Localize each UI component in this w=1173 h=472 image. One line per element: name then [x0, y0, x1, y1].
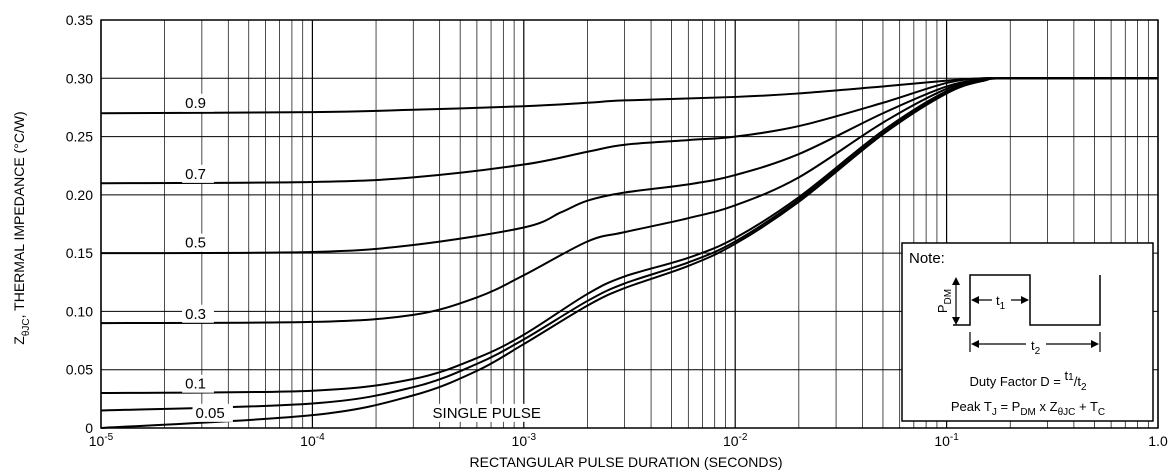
- curve-labels: 0.9 0.7 0.5 0.3 0.1 0.05 SINGLE PULSE: [182, 93, 541, 422]
- x-tick-label: 10-5: [89, 432, 114, 449]
- curve-label: SINGLE PULSE: [433, 405, 541, 422]
- plot-frame: [100, 19, 1159, 429]
- curve-label: 0.5: [185, 235, 206, 252]
- t2-label: t2: [1031, 338, 1041, 357]
- note-frame: [901, 242, 1154, 422]
- duty-factor-formula: Duty Factor D = t1/t2: [970, 368, 1087, 393]
- curves: [100, 76, 1159, 429]
- x-tick-label: 10-3: [512, 432, 537, 449]
- x-tick-label: 10-4: [300, 432, 325, 449]
- curve-label: 0.05: [196, 405, 225, 422]
- x-tick-labels: 10-5 10-4 10-3 10-2 10-1 1.0: [89, 432, 1168, 449]
- y-tick-label: 0.20: [66, 187, 93, 203]
- curve-label-bg: [429, 403, 539, 422]
- curve-label-bg: [182, 374, 214, 393]
- curve-0-5: [100, 77, 1159, 255]
- curve-0-7: [100, 76, 1158, 185]
- curve-label-bg: [182, 93, 214, 112]
- note-title: Note:: [909, 250, 945, 267]
- pdm-arrowhead-top-icon: [952, 277, 960, 285]
- y-tick-label: 0: [85, 420, 93, 436]
- curve-label-bg: [192, 403, 233, 422]
- t2-arrowhead-right-icon: [1091, 340, 1099, 348]
- pdm-label: PDM: [935, 289, 954, 313]
- y-axis-title: ZθJC, THERMAL IMPEDANCE (°C/W): [11, 111, 32, 344]
- t1-arrowhead-right-icon: [1021, 296, 1029, 304]
- curve-label: 0.3: [185, 306, 206, 323]
- curve-label-bg: [182, 233, 214, 252]
- x-tick-label: 10-1: [934, 432, 959, 449]
- peak-tj-formula: Peak TJ = PDM x ZθJC + TC: [951, 399, 1105, 418]
- curve-label: 0.9: [185, 95, 206, 112]
- y-tick-label: 0.05: [66, 362, 93, 378]
- y-tick-label: 0.25: [66, 129, 93, 145]
- pdm-arrowhead-bottom-icon: [952, 317, 960, 325]
- y-tick-labels: 0 0.05 0.10 0.15 0.20 0.25 0.30 0.35: [66, 12, 93, 436]
- x-tick-label: 10-2: [723, 432, 748, 449]
- curve-0-9: [100, 77, 1158, 115]
- y-tick-label: 0.15: [66, 245, 93, 261]
- y-tick-label: 0.30: [66, 70, 93, 86]
- curve-label: 0.1: [185, 376, 206, 393]
- t1-label: t1: [996, 293, 1006, 312]
- curve-label-bg: [182, 304, 214, 323]
- t1-arrowhead-left-icon: [971, 296, 979, 304]
- note-box: Note: PDM t1 t2 Duty Factor D = t1/t2 Pe…: [901, 242, 1154, 422]
- x-axis-title: RECTANGULAR PULSE DURATION (SECONDS): [470, 454, 783, 470]
- pulse-waveform: [953, 274, 1101, 326]
- x-tick-label: 1.0: [1148, 433, 1168, 449]
- curve-label: 0.7: [185, 166, 206, 183]
- y-tick-label: 0.10: [66, 303, 93, 319]
- curve-label-bg: [182, 164, 214, 183]
- curve-single-pulse: [100, 77, 1159, 429]
- t2-arrowhead-left-icon: [971, 340, 979, 348]
- y-tick-label: 0.35: [66, 12, 93, 28]
- curve-0-3: [100, 77, 1159, 325]
